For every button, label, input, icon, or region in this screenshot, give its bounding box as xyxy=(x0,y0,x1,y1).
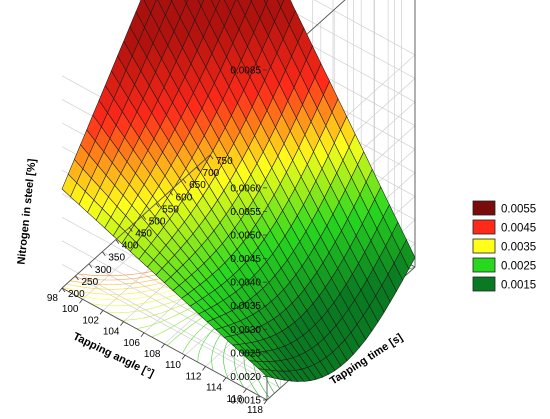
y-tick-label: 300 xyxy=(95,265,112,276)
z-tick-label: 0.0040 xyxy=(230,278,261,289)
x-tick-mark xyxy=(161,343,165,349)
y-tick-label: 250 xyxy=(81,277,98,288)
z-tick-label: 0.0055 xyxy=(230,207,261,218)
x-tick-mark xyxy=(243,388,247,394)
x-tick-mark xyxy=(181,354,186,360)
x-tick-mark xyxy=(202,366,206,371)
x-tick-label: 118 xyxy=(247,405,263,416)
y-tick-label: 650 xyxy=(189,180,206,191)
y-tick-label: 200 xyxy=(68,289,85,300)
x-tick-label: 116 xyxy=(227,394,243,405)
legend-label: 0.0015 xyxy=(501,280,536,292)
x-tick-label: 102 xyxy=(82,315,99,326)
z-tick-label: 0.0020 xyxy=(230,372,261,383)
z-tick-label: 0.0050 xyxy=(230,231,261,242)
legend-swatch xyxy=(472,257,496,273)
z-axis-title: Nitrogen in steel [%] xyxy=(15,158,38,265)
z-tick-label: 0.0035 xyxy=(230,301,261,312)
y-tick-mark xyxy=(196,166,200,172)
z-tick-label: 0.0085 xyxy=(230,66,261,77)
axis-edge xyxy=(61,154,211,289)
z-tick-label: 0.0025 xyxy=(230,348,261,359)
y-tick-label: 600 xyxy=(176,192,193,203)
x-tick-mark xyxy=(263,399,268,405)
x-tick-mark xyxy=(222,377,227,382)
x-tick-mark xyxy=(99,310,104,315)
x-tick-mark xyxy=(140,332,145,338)
x-tick-label: 114 xyxy=(206,383,222,394)
y-tick-mark xyxy=(102,251,106,256)
x-tick-label: 100 xyxy=(62,304,79,315)
y-tick-mark xyxy=(209,154,214,160)
x-tick-mark xyxy=(58,287,63,293)
legend-label: 0.0045 xyxy=(501,223,536,235)
y-tick-label: 350 xyxy=(108,253,125,264)
y-tick-mark xyxy=(75,275,79,281)
y-tick-label: 450 xyxy=(135,229,152,240)
y-tick-mark xyxy=(61,287,66,293)
surface-cell xyxy=(184,0,189,5)
legend-swatch xyxy=(472,219,496,235)
z-tick-label: 0.0060 xyxy=(230,183,261,194)
y-tick-mark xyxy=(142,215,147,220)
y-tick-label: 550 xyxy=(162,204,179,215)
y-tick-label: 700 xyxy=(203,168,220,179)
y-tick-mark xyxy=(115,239,120,244)
response-surface xyxy=(61,0,416,382)
y-tick-mark xyxy=(88,263,93,269)
surface-cell xyxy=(257,368,275,379)
x-tick-label: 108 xyxy=(144,349,161,360)
z-tick-label: 0.0015 xyxy=(230,396,261,407)
legend: 0.0055 0.0045 0.0035 0.0025 0.0015 xyxy=(472,200,536,292)
y-tick-label: 750 xyxy=(216,156,233,167)
y-tick-label: 400 xyxy=(122,241,139,252)
y-tick-label: 500 xyxy=(149,216,166,227)
x-tick-label: 110 xyxy=(165,360,181,371)
x-tick-label: 106 xyxy=(123,338,140,349)
legend-swatch xyxy=(472,238,496,254)
y-tick-mark xyxy=(182,178,187,184)
z-axis-ticks: 0.0015 0.0020 0.0025 0.0030 0.0035 0.0040 0.00… xyxy=(230,66,267,407)
legend-swatch xyxy=(472,276,496,292)
legend-label: 0.0055 xyxy=(501,204,536,216)
legend-label: 0.0035 xyxy=(501,242,536,254)
x-tick-label: 98 xyxy=(47,293,59,304)
y-tick-mark xyxy=(128,227,133,232)
x-tick-mark xyxy=(79,298,83,304)
surface-cell xyxy=(263,0,269,5)
x-tick-label: 104 xyxy=(103,327,120,338)
z-tick-label: 0.0030 xyxy=(230,325,261,336)
legend-swatch xyxy=(472,200,496,216)
legend-label: 0.0025 xyxy=(501,261,536,273)
y-tick-mark xyxy=(155,203,160,208)
z-tick-label: 0.0045 xyxy=(230,254,261,265)
x-tick-mark xyxy=(120,321,124,326)
x-tick-label: 112 xyxy=(186,371,202,382)
y-tick-mark xyxy=(169,191,173,196)
